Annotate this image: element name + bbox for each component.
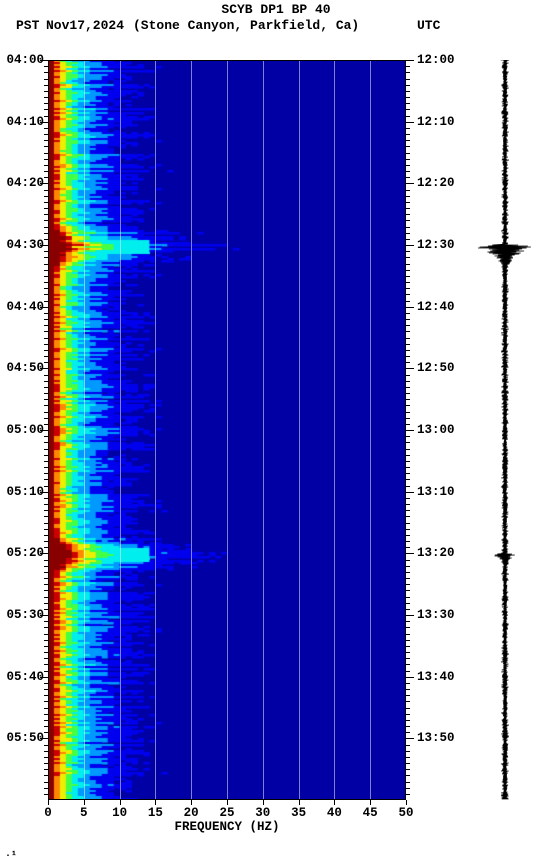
y-left-label: 05:30 (6, 608, 44, 622)
x-tick-label: 45 (363, 806, 378, 820)
y-left-label: 05:50 (6, 731, 44, 745)
x-tick-label: 40 (327, 806, 342, 820)
y-right-label: 12:30 (417, 238, 455, 252)
station-label: (Stone Canyon, Parkfield, Ca) (133, 18, 359, 33)
y-left-label: 04:40 (6, 300, 44, 314)
x-tick-label: 15 (148, 806, 163, 820)
y-right-label: 12:50 (417, 361, 455, 375)
y-left-label: 04:00 (6, 53, 44, 67)
y-left-label: 04:10 (6, 115, 44, 129)
y-right-label: 12:40 (417, 300, 455, 314)
spectrogram-plot (48, 60, 406, 800)
pst-label: PST (16, 18, 39, 33)
y-left-label: 05:10 (6, 485, 44, 499)
y-right-label: 12:10 (417, 115, 455, 129)
y-right-label: 13:00 (417, 423, 455, 437)
x-tick-label: 50 (398, 806, 413, 820)
y-left-label: 05:00 (6, 423, 44, 437)
y-right-label: 13:40 (417, 670, 455, 684)
footer-mark: ·¹ (5, 851, 17, 862)
x-tick-label: 35 (291, 806, 306, 820)
y-right-label: 13:10 (417, 485, 455, 499)
y-left-label: 04:30 (6, 238, 44, 252)
x-tick-label: 20 (184, 806, 199, 820)
utc-label: UTC (417, 18, 440, 33)
y-right-label: 12:00 (417, 53, 455, 67)
x-axis-title: FREQUENCY (HZ) (48, 820, 406, 834)
y-right-label: 13:20 (417, 546, 455, 560)
y-right-label: 13:30 (417, 608, 455, 622)
x-tick-label: 0 (44, 806, 52, 820)
y-axis-right: 12:0012:1012:2012:3012:4012:5013:0013:10… (413, 60, 459, 800)
y-right-label: 13:50 (417, 731, 455, 745)
x-axis: FREQUENCY (HZ) 05101520253035404550 (48, 800, 406, 840)
y-left-label: 05:40 (6, 670, 44, 684)
y-left-label: 05:20 (6, 546, 44, 560)
y-left-label: 04:20 (6, 176, 44, 190)
chart-title-line1: SCYB DP1 BP 40 (0, 2, 552, 17)
seismogram-trace (470, 60, 540, 800)
x-tick-label: 25 (219, 806, 234, 820)
date-label: Nov17,2024 (46, 18, 124, 33)
y-axis-left: 04:0004:1004:2004:3004:4004:5005:0005:10… (2, 60, 48, 800)
x-tick-label: 30 (255, 806, 270, 820)
x-tick-label: 5 (80, 806, 88, 820)
y-right-label: 12:20 (417, 176, 455, 190)
x-tick-label: 10 (112, 806, 127, 820)
y-left-label: 04:50 (6, 361, 44, 375)
